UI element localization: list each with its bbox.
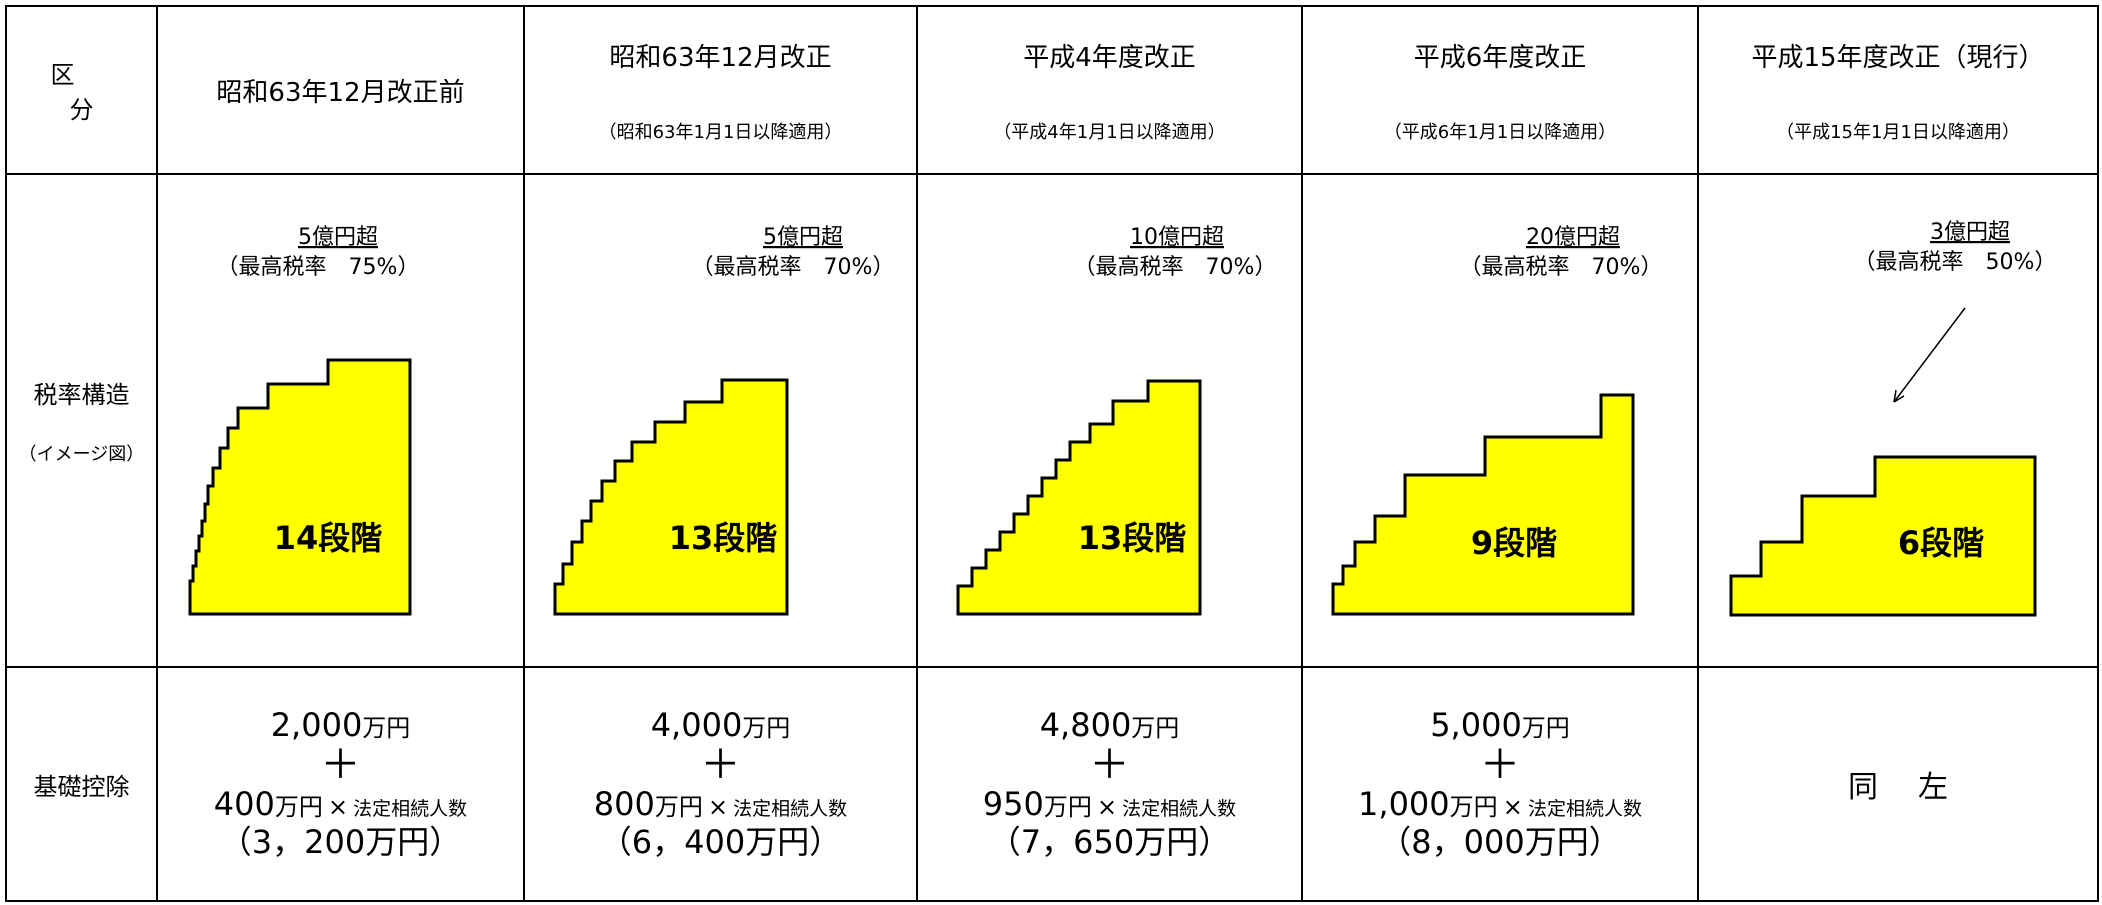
unit-label: 万円 — [274, 792, 323, 821]
tax-reform-table: 区 分 昭和63年12月改正前 昭和63年12月改正 （昭和63年1月1日以降適… — [5, 5, 2099, 902]
per-heir-amount: 950 — [982, 784, 1044, 823]
top-rate-label: （最高税率 50%） — [1854, 250, 2057, 275]
column-header-1: 昭和63年12月改正 （昭和63年1月1日以降適用） — [523, 5, 918, 175]
times-sign: × — [327, 792, 349, 821]
staircase-shape — [956, 379, 1202, 616]
staircase-shape — [1729, 455, 2037, 617]
threshold-label: 5億円超 — [763, 225, 843, 250]
heirs-label: 法定相続人数 — [1122, 797, 1237, 820]
per-heir-amount: 800 — [593, 784, 655, 823]
column-header-4: 平成15年度改正（現行） （平成15年1月1日以降適用） — [1697, 5, 2099, 175]
column-header-0: 昭和63年12月改正前 — [156, 5, 525, 175]
total-amount: （7，650万円） — [988, 823, 1231, 862]
column-title: 昭和63年12月改正 — [609, 42, 832, 73]
unit-label: 万円 — [1131, 714, 1180, 743]
arrowhead — [1893, 389, 1905, 403]
deduction-cell-3: 5,000万円 ＋ 1,000万円 × 法定相続人数 （8，000万円） — [1301, 666, 1699, 902]
threshold-label: 3億円超 — [1930, 220, 2010, 245]
step-count-label: 6段階 — [1898, 524, 1984, 562]
header-row: 区 分 昭和63年12月改正前 昭和63年12月改正 （昭和63年1月1日以降適… — [5, 5, 2099, 175]
base-amount: 4,800 — [1039, 706, 1132, 745]
step-count-label: 13段階 — [1078, 519, 1187, 557]
plus-sign: ＋ — [1480, 741, 1520, 788]
plus-sign: ＋ — [320, 741, 361, 788]
column-title: 平成15年度改正（現行） — [1751, 42, 2045, 73]
unit-label: 万円 — [1043, 792, 1092, 821]
plus-sign: ＋ — [700, 741, 741, 788]
structure-chart-cell-1: 5億円超 （最高税率 70%） 13段階 — [523, 173, 918, 668]
total-amount: （6，400万円） — [599, 823, 842, 862]
rate-structure-diagram-0: 5億円超 （最高税率 75%） 14段階 — [188, 225, 420, 616]
deduction-label: 基礎控除 — [33, 772, 130, 801]
plus-sign: ＋ — [1089, 741, 1130, 788]
deduction-label-cell: 基礎控除 — [5, 666, 158, 902]
deduction-cell-1: 4,000万円 ＋ 800万円 × 法定相続人数 （6，400万円） — [523, 666, 918, 902]
top-rate-label: （最高税率 70%） — [692, 255, 895, 280]
base-amount: 2,000 — [270, 706, 363, 745]
deduction-row: 基礎控除 2,000万円 ＋ 400万円 × 法定相続人数 （3，200万円） … — [5, 666, 2099, 902]
threshold-label: 20億円超 — [1526, 225, 1620, 250]
rate-structure-diagram-1: 5億円超 （最高税率 70%） 13段階 — [553, 225, 895, 616]
rate-structure-diagram-4: 3億円超 （最高税率 50%） 6段階 — [1729, 220, 2057, 617]
step-count-label: 13段階 — [669, 519, 778, 557]
rate-structure-diagram-3: 20億円超 （最高税率 70%） 9段階 — [1331, 225, 1663, 616]
structure-label-cell: 税率構造 （イメージ図） — [5, 173, 158, 668]
unit-label: 万円 — [1449, 792, 1498, 821]
top-rate-label: （最高税率 70%） — [1460, 255, 1663, 280]
structure-chart-cell-3: 20億円超 （最高税率 70%） 9段階 — [1301, 173, 1699, 668]
step-count-label: 14段階 — [274, 519, 383, 557]
step-count-label: 9段階 — [1471, 524, 1557, 562]
heirs-label: 法定相続人数 — [353, 797, 468, 820]
column-subtitle: （平成15年1月1日以降適用） — [1776, 121, 2020, 143]
deduction-cell-0: 2,000万円 ＋ 400万円 × 法定相続人数 （3，200万円） — [156, 666, 525, 902]
heirs-label: 法定相続人数 — [733, 797, 848, 820]
structure-chart-cell-2: 10億円超 （最高税率 70%） 13段階 — [916, 173, 1303, 668]
base-amount: 5,000 — [1430, 706, 1522, 745]
threshold-label: 10億円超 — [1130, 225, 1224, 250]
top-rate-label: （最高税率 70%） — [1074, 255, 1277, 280]
column-subtitle: （平成4年1月1日以降適用） — [993, 121, 1226, 143]
top-rate-label: （最高税率 75%） — [217, 255, 420, 280]
unit-label: 万円 — [654, 792, 703, 821]
per-heir-amount: 400 — [213, 784, 275, 823]
column-subtitle: （昭和63年1月1日以降適用） — [598, 121, 843, 143]
deduction-cell-2: 4,800万円 ＋ 950万円 × 法定相続人数 （7，650万円） — [916, 666, 1303, 902]
pointer-arrow — [1893, 307, 1966, 403]
total-amount: （8，000万円） — [1379, 823, 1621, 862]
structure-sublabel: （イメージ図） — [18, 444, 145, 465]
heirs-label: 法定相続人数 — [1527, 797, 1642, 820]
times-sign: × — [1502, 792, 1523, 821]
structure-row: 税率構造 （イメージ図） 5億円超 （最高税率 75%） 14段階 5億円超 （… — [5, 173, 2099, 668]
base-amount: 4,000 — [650, 706, 743, 745]
times-sign: × — [707, 792, 729, 821]
deduction-cell-4: 同左 — [1697, 666, 2099, 902]
column-header-3: 平成6年度改正 （平成6年1月1日以降適用） — [1301, 5, 1699, 175]
structure-label: 税率構造 — [33, 381, 130, 409]
same-as-left-label: 同左 — [1848, 770, 1988, 805]
column-title: 平成6年度改正 — [1413, 42, 1587, 73]
category-label: 区 分 — [50, 61, 137, 124]
structure-chart-cell-4: 3億円超 （最高税率 50%） 6段階 — [1697, 173, 2099, 668]
staircase-shape — [553, 378, 789, 616]
unit-label: 万円 — [362, 714, 411, 743]
category-header-cell: 区 分 — [5, 5, 158, 175]
per-heir-amount: 1,000 — [1358, 784, 1450, 823]
column-subtitle: （平成6年1月1日以降適用） — [1383, 121, 1617, 143]
staircase-shape — [188, 358, 412, 616]
total-amount: （3，200万円） — [219, 823, 462, 862]
staircase-shape — [1331, 393, 1635, 616]
column-title: 昭和63年12月改正前 — [216, 77, 465, 108]
unit-label: 万円 — [1521, 714, 1570, 743]
unit-label: 万円 — [742, 714, 791, 743]
structure-chart-cell-0: 5億円超 （最高税率 75%） 14段階 — [156, 173, 525, 668]
rate-structure-diagram-2: 10億円超 （最高税率 70%） 13段階 — [956, 225, 1277, 616]
column-header-2: 平成4年度改正 （平成4年1月1日以降適用） — [916, 5, 1303, 175]
threshold-label: 5億円超 — [298, 225, 378, 250]
times-sign: × — [1096, 792, 1118, 821]
column-title: 平成4年度改正 — [1023, 42, 1196, 73]
